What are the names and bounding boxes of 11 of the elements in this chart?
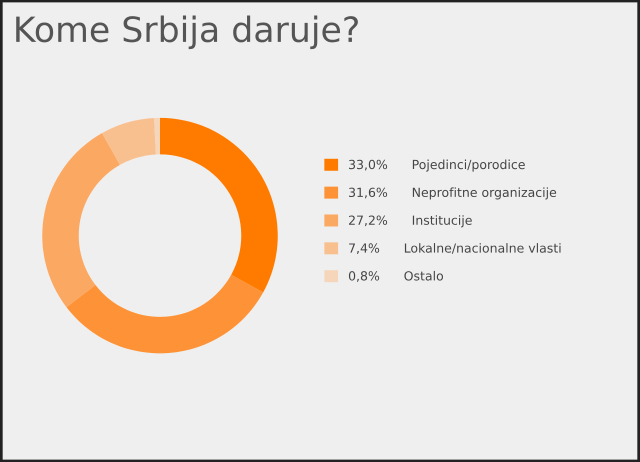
legend-label: 27,2% Institucije <box>349 215 472 228</box>
chart-title: Kome Srbija daruje? <box>16 16 358 50</box>
legend-label: 0,8% Ostalo <box>348 270 444 282</box>
donut-slice <box>154 118 160 154</box>
donut-slice <box>42 133 120 308</box>
donut-slice <box>102 118 156 165</box>
legend-label: 7,4% Lokalne/nacionalne vlasti <box>349 243 561 254</box>
legend-label: 33,0% Pojedinci/porodice <box>349 160 525 172</box>
donut-slice <box>66 274 264 354</box>
legend-label: 31,6% Neprofitne organizacije <box>349 187 556 200</box>
donut-slice <box>160 118 278 292</box>
